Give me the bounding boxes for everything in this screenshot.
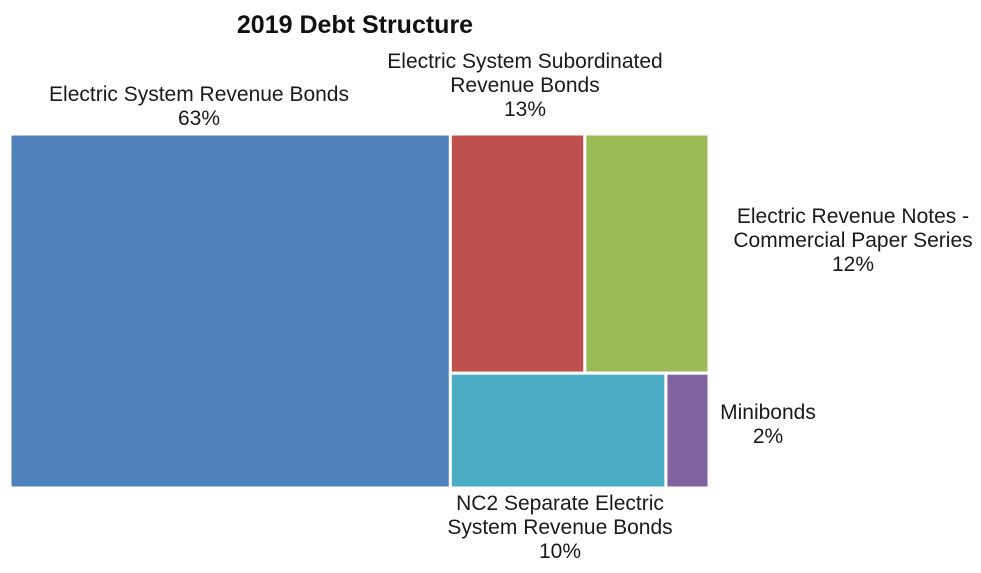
tile-electric-system-subordinated-revenue-bonds xyxy=(448,132,587,375)
value-label-electric-revenue-notes-commercial-paper: 12% xyxy=(832,253,874,276)
treemap-tiles xyxy=(8,132,711,490)
chart-title: 2019 Debt Structure xyxy=(237,11,473,39)
name-label-electric-system-revenue-bonds: Electric System Revenue Bonds xyxy=(49,83,349,106)
value-label-electric-system-subordinated-revenue-bonds: 13% xyxy=(504,98,546,121)
value-label-electric-system-revenue-bonds: 63% xyxy=(178,107,220,130)
name-label-electric-system-subordinated-revenue-bonds: Revenue Bonds xyxy=(450,74,599,97)
tile-minibonds xyxy=(664,371,711,490)
name-label-minibonds: Minibonds xyxy=(720,401,816,424)
tile-nc2-separate-electric-system-revenue-bonds xyxy=(448,371,668,490)
name-label-electric-revenue-notes-commercial-paper: Commercial Paper Series xyxy=(733,229,972,252)
value-label-nc2-separate-electric-system-revenue-bonds: 10% xyxy=(539,540,581,563)
name-label-nc2-separate-electric-system-revenue-bonds: NC2 Separate Electric xyxy=(456,492,664,515)
tile-electric-revenue-notes-commercial-paper xyxy=(583,132,711,375)
name-label-nc2-separate-electric-system-revenue-bonds: System Revenue Bonds xyxy=(447,516,672,539)
name-label-electric-system-subordinated-revenue-bonds: Electric System Subordinated xyxy=(387,50,662,73)
tile-electric-system-revenue-bonds xyxy=(8,132,452,490)
name-label-electric-revenue-notes-commercial-paper: Electric Revenue Notes - xyxy=(737,205,969,228)
value-label-minibonds: 2% xyxy=(753,425,783,448)
